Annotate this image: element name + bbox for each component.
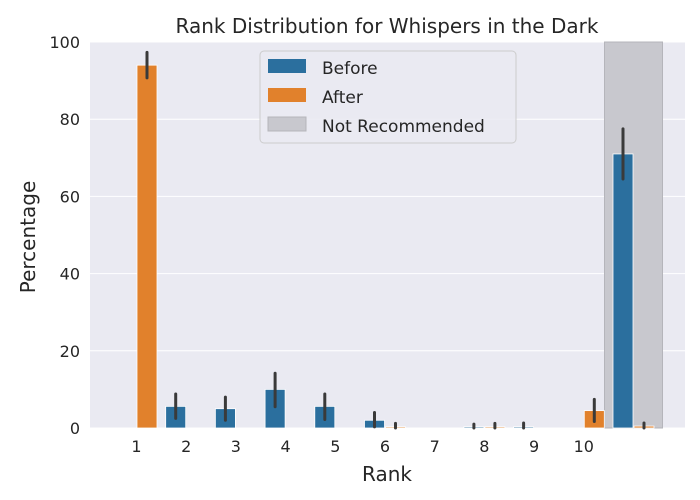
grid-lines <box>90 41 685 429</box>
y-tick-20: 20 <box>60 342 80 361</box>
x-tick-10: 10 <box>574 437 594 456</box>
bar-before-11 <box>612 153 634 429</box>
y-tick-40: 40 <box>60 265 80 284</box>
x-tick-8: 8 <box>479 437 489 456</box>
y-tick-100: 100 <box>49 33 80 52</box>
legend-swatch-after <box>268 88 306 102</box>
y-tick-80: 80 <box>60 110 80 129</box>
x-tick-3: 3 <box>231 437 241 456</box>
x-tick-7: 7 <box>430 437 440 456</box>
legend-swatch-not-recommended <box>267 116 307 132</box>
x-tick-9: 9 <box>529 437 539 456</box>
legend-box <box>259 50 517 144</box>
y-tick-labels: 0 20 40 60 80 100 <box>49 33 80 438</box>
legend: Before After Not Recommended <box>259 50 517 144</box>
bar-after-1 <box>136 64 158 429</box>
x-tick-labels: 1 2 3 4 5 6 7 8 9 10 <box>131 437 594 456</box>
x-tick-1: 1 <box>131 437 141 456</box>
y-tick-60: 60 <box>60 187 80 206</box>
legend-label-after: After <box>322 88 363 108</box>
x-tick-6: 6 <box>380 437 390 456</box>
y-tick-0: 0 <box>70 419 80 438</box>
x-tick-2: 2 <box>181 437 191 456</box>
legend-label-not-recommended: Not Recommended <box>322 117 485 137</box>
y-axis-label: Percentage <box>16 181 40 294</box>
chart-title: Rank Distribution for Whispers in the Da… <box>176 14 599 38</box>
legend-swatch-before <box>268 59 306 73</box>
error-bars <box>145 50 646 430</box>
x-tick-4: 4 <box>281 437 291 456</box>
x-tick-5: 5 <box>330 437 340 456</box>
x-axis-label: Rank <box>362 462 412 486</box>
legend-label-before: Before <box>322 59 378 79</box>
